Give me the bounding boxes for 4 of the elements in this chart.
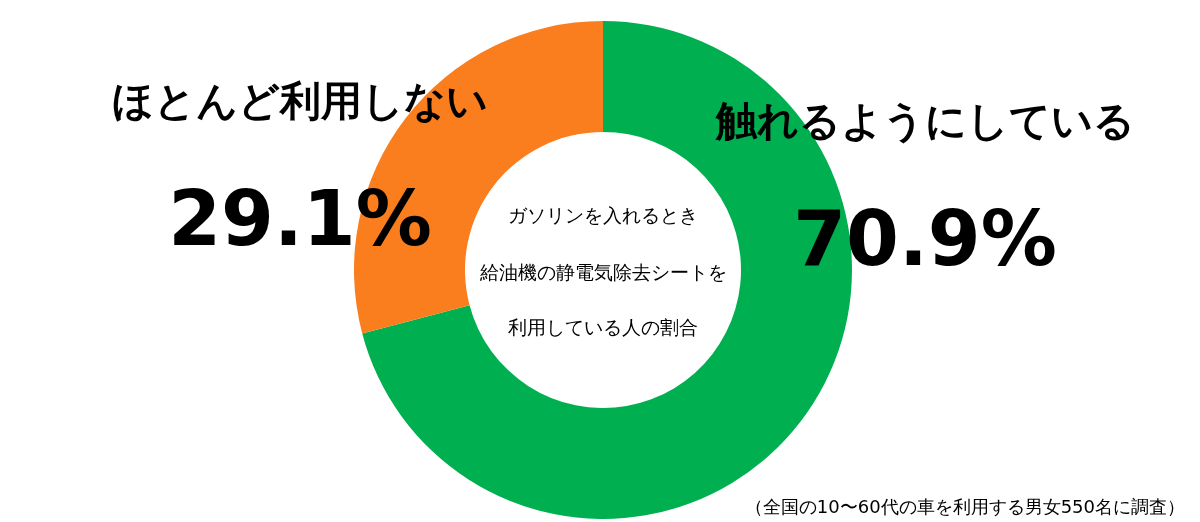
text: （全国の10〜60代の車を利用する男女550名に調査） xyxy=(744,496,1185,517)
slice-label: 触れるようにしている xyxy=(714,97,1135,145)
text: 給油機の静電気除去シートを利用している人の割合 xyxy=(479,261,727,338)
text: ガソリンを入れるとき xyxy=(508,204,698,226)
